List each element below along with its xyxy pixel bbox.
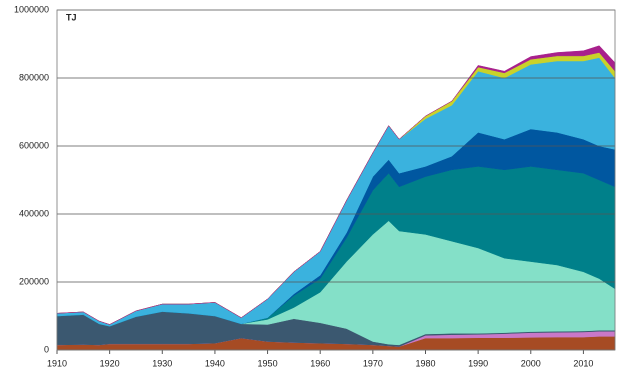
y-tick-label: 0 <box>44 344 49 354</box>
x-tick-label: 1990 <box>468 358 488 368</box>
y-tick-label: 400000 <box>19 208 49 218</box>
x-tick-label: 1940 <box>205 358 225 368</box>
x-tick-label: 1960 <box>310 358 330 368</box>
plot-frame <box>56 9 616 351</box>
y-tick-label: 600000 <box>19 140 49 150</box>
y-axis-label: TJ <box>66 12 77 22</box>
x-tick-label: 2010 <box>573 358 593 368</box>
x-tick-label: 1920 <box>100 358 120 368</box>
y-tick-label: 200000 <box>19 276 49 286</box>
x-tick-label: 1930 <box>152 358 172 368</box>
x-tick-label: 1970 <box>363 358 383 368</box>
x-tick-label: 2000 <box>521 358 541 368</box>
x-tick-label: 1980 <box>415 358 435 368</box>
y-tick-label: 800000 <box>19 72 49 82</box>
y-tick-label: 1000000 <box>14 4 49 14</box>
x-tick-label: 1950 <box>258 358 278 368</box>
x-tick-label: 1910 <box>47 358 67 368</box>
